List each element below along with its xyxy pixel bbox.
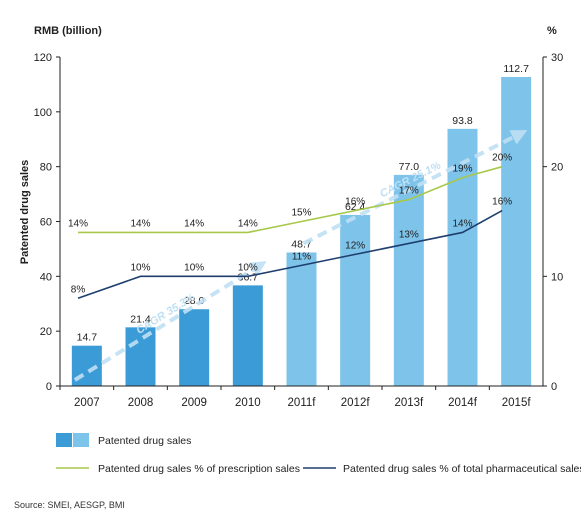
left-tick-label: 40 bbox=[40, 271, 52, 283]
right-tick-label: 10 bbox=[551, 271, 563, 283]
right-tick-label: 30 bbox=[551, 52, 563, 64]
x-tick-label: 2012f bbox=[341, 397, 371, 409]
legend-label-navy-line: Patented drug sales % of total pharmaceu… bbox=[343, 463, 581, 475]
bar-value-label: 14.7 bbox=[77, 332, 98, 344]
x-tick-label: 2010 bbox=[235, 397, 261, 409]
left-tick-label: 60 bbox=[40, 217, 52, 229]
source-note: Source: SMEI, AESGP, BMI bbox=[14, 500, 125, 510]
left-tick-label: 0 bbox=[46, 381, 52, 393]
x-tick-label: 2014f bbox=[448, 397, 478, 409]
green-line-label: 14% bbox=[68, 218, 88, 229]
navy-line-label: 10% bbox=[130, 262, 150, 273]
green-line-label: 14% bbox=[184, 218, 204, 229]
axes: 0 20 40 60 80 100 120 0 10 20 30 2007 2008 2009 2010 20… bbox=[34, 52, 564, 409]
bar-2009 bbox=[179, 309, 210, 386]
right-axis-unit: % bbox=[547, 25, 557, 37]
navy-line-label: 14% bbox=[452, 218, 472, 229]
bar-2014f bbox=[447, 128, 478, 386]
y-axis-title: Patented drug sales bbox=[19, 160, 31, 265]
legend-swatch-bar-dark bbox=[56, 433, 72, 447]
x-tick-label: 2013f bbox=[394, 397, 424, 409]
x-tick-label: 2011f bbox=[288, 397, 317, 409]
bar-2013f bbox=[393, 174, 424, 386]
left-tick-label: 80 bbox=[40, 162, 52, 174]
left-tick-label: 120 bbox=[34, 52, 52, 64]
left-tick-label: 100 bbox=[34, 107, 52, 119]
line-series: 14% 14% 14% 14% 15% 16% 17% 19% 20% 8% 10% 10% 10% 11… bbox=[68, 153, 512, 300]
cagr-arrow bbox=[302, 130, 528, 246]
bar-2008 bbox=[125, 327, 156, 386]
x-tick-label: 2007 bbox=[74, 397, 100, 409]
green-line-label: 19% bbox=[452, 164, 472, 175]
bar-value-label: 93.8 bbox=[452, 115, 473, 127]
bar-value-label: 112.7 bbox=[503, 63, 529, 75]
legend-swatch-bar-light bbox=[73, 433, 89, 447]
green-line-label: 15% bbox=[291, 208, 311, 219]
x-tick-label: 2009 bbox=[181, 397, 207, 409]
navy-line-label: 13% bbox=[399, 229, 419, 240]
bar-2015f bbox=[501, 77, 532, 387]
legend-label-bars: Patented drug sales bbox=[98, 435, 191, 447]
green-line bbox=[78, 165, 503, 234]
navy-line-label: 10% bbox=[184, 262, 204, 273]
green-line-label: 14% bbox=[238, 218, 258, 229]
cagr-arrow bbox=[73, 261, 267, 382]
navy-line-label: 10% bbox=[238, 262, 258, 273]
green-line-label: 16% bbox=[345, 197, 365, 208]
navy-line-label: 11% bbox=[292, 251, 311, 262]
x-tick-label: 2008 bbox=[128, 397, 154, 409]
green-line-label: 14% bbox=[130, 218, 150, 229]
legend-label-green-line: Patented drug sales % of prescription sa… bbox=[98, 463, 300, 475]
left-axis-unit: RMB (billion) bbox=[34, 25, 102, 37]
navy-line bbox=[77, 209, 503, 300]
bar-2011f bbox=[286, 252, 317, 386]
bar-value-label: 77.0 bbox=[399, 161, 420, 173]
legend: Patented drug sales Patented drug sales … bbox=[56, 433, 581, 475]
navy-line-label: 16% bbox=[492, 197, 512, 208]
left-tick-label: 20 bbox=[40, 326, 52, 338]
bar-2012f bbox=[340, 214, 371, 386]
right-tick-label: 20 bbox=[551, 162, 563, 174]
navy-line-label: 8% bbox=[71, 284, 86, 295]
x-tick-label: 2015f bbox=[502, 397, 532, 409]
navy-line-label: 12% bbox=[345, 240, 365, 251]
bar-value-label: 21.4 bbox=[130, 313, 151, 325]
bar-series bbox=[71, 77, 532, 387]
green-line-label: 17% bbox=[399, 186, 419, 197]
right-tick-label: 0 bbox=[551, 381, 557, 393]
bar-2010 bbox=[232, 285, 263, 386]
green-line-label: 20% bbox=[492, 153, 512, 164]
